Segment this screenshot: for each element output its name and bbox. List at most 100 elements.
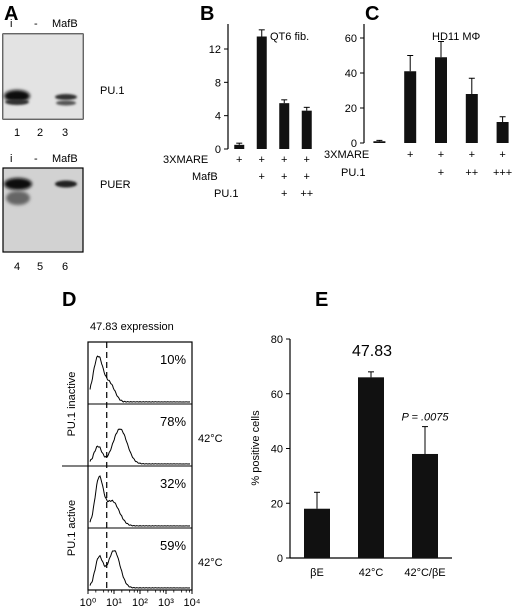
bar	[496, 122, 509, 143]
chart-title: 47.83 expression	[90, 321, 174, 333]
condition-label: 42°C	[198, 433, 223, 445]
percent-label: 78%	[160, 414, 186, 429]
histogram-curve	[89, 475, 191, 527]
condition-sign: ++	[465, 167, 478, 179]
blot-background-top	[3, 34, 83, 119]
band-lane3-lower	[56, 100, 76, 106]
x-tick-label: 10³	[158, 597, 174, 609]
histogram-curve	[89, 428, 191, 465]
blot-pu1: i - MafB PU.1 1 2 3	[2, 18, 124, 139]
group-label: PU.1 active	[66, 500, 78, 556]
lane-header-i-top: i	[10, 18, 12, 30]
condition-sign: +	[407, 149, 413, 161]
row-label: PU.1	[214, 188, 238, 200]
panel-label-b: B	[200, 3, 214, 25]
condition-sign: +	[281, 188, 287, 200]
group-label: PU.1 inactive	[66, 372, 78, 437]
band-lane3	[55, 94, 77, 100]
x-tick-label: 42°C	[359, 567, 384, 579]
percent-label: 59%	[160, 538, 186, 553]
y-tick-label: 0	[277, 553, 283, 565]
bar	[358, 377, 384, 558]
lane-header-i-bottom: i	[10, 153, 12, 165]
y-tick-label: 0	[215, 144, 221, 156]
condition-sign: +	[281, 154, 287, 166]
condition-label: 42°C	[198, 557, 223, 569]
bar	[412, 453, 438, 558]
lane-number-3: 3	[62, 127, 68, 139]
bar	[435, 57, 447, 143]
condition-sign: +	[304, 154, 310, 166]
band-lane1	[4, 90, 30, 102]
bar	[301, 110, 312, 149]
percent-label: 32%	[160, 476, 186, 491]
percent-label: 10%	[160, 352, 186, 367]
chart-d: 47.83 expression PU.1 inactive PU.1 active…	[62, 321, 223, 609]
row-label: PU.1	[341, 167, 365, 179]
x-tick-label: 10²	[132, 597, 148, 609]
y-tick-label: 20	[271, 498, 283, 510]
blot-label-pu1: PU.1	[100, 85, 124, 97]
chart-title: 47.83	[352, 343, 392, 360]
y-tick-label: 40	[271, 444, 283, 456]
p-value-annotation: P = .0075	[402, 412, 450, 424]
lane-header-mafb-top: MafB	[52, 18, 78, 30]
chart-e: 0 20 40 60 80 47.83 % positive cells βE 42°C 42°C…	[250, 334, 452, 579]
panel-label-a: A	[4, 3, 18, 25]
chart-title: HD11 MΦ	[432, 31, 481, 43]
bar	[279, 103, 290, 149]
lane-number-5: 5	[37, 261, 43, 273]
y-tick-label: 8	[215, 77, 221, 89]
x-tick-label: βE	[310, 567, 324, 579]
lane-number-1: 1	[14, 127, 20, 139]
bar	[234, 144, 245, 149]
lane-header-minus-bottom: -	[34, 153, 38, 165]
y-tick-label: 60	[271, 389, 283, 401]
smear-lane4	[6, 191, 30, 205]
y-tick-label: 20	[345, 103, 357, 115]
row-label: MafB	[192, 171, 218, 183]
blot-puer: i - MafB PUER 4 5 6	[2, 153, 131, 273]
x-tick-label: 10⁰	[80, 597, 97, 609]
band-lane6	[55, 180, 77, 188]
y-tick-label: 0	[351, 138, 357, 150]
y-tick-label: 40	[345, 68, 357, 80]
x-tick-label: 10⁴	[184, 597, 201, 609]
chart-title: QT6 fib.	[270, 31, 309, 43]
condition-sign: +	[438, 149, 444, 161]
blot-label-puer: PUER	[100, 179, 131, 191]
bar	[304, 508, 330, 558]
condition-sign: +	[304, 171, 310, 183]
bar	[373, 141, 386, 143]
band-lane1-lower	[5, 99, 29, 105]
condition-sign: +++	[493, 167, 512, 179]
band-lane4	[4, 178, 32, 190]
x-tick-label: 10¹	[106, 597, 122, 609]
bar	[404, 71, 417, 143]
y-tick-label: 60	[345, 33, 357, 45]
histogram-curve	[89, 549, 191, 589]
panel-label-e: E	[315, 289, 328, 311]
lane-header-minus-top: -	[34, 18, 38, 30]
condition-sign: +	[281, 171, 287, 183]
row-label: 3XMARE	[163, 154, 208, 166]
y-tick-label: 80	[271, 334, 283, 346]
lane-header-mafb-bottom: MafB	[52, 153, 78, 165]
y-axis-label: % positive cells	[250, 410, 262, 486]
condition-sign: ++	[300, 188, 313, 200]
condition-sign: +	[438, 167, 444, 179]
row-label: 3XMARE	[324, 149, 369, 161]
panel-label-d: D	[62, 289, 76, 311]
condition-sign: +	[469, 149, 475, 161]
condition-sign: +	[259, 154, 265, 166]
x-tick-label: 42°C/βE	[404, 567, 445, 579]
y-tick-label: 12	[209, 44, 221, 56]
lane-number-2: 2	[37, 127, 43, 139]
condition-sign: +	[236, 154, 242, 166]
histogram-curve	[89, 355, 191, 403]
lane-number-6: 6	[62, 261, 68, 273]
condition-sign: +	[499, 149, 505, 161]
